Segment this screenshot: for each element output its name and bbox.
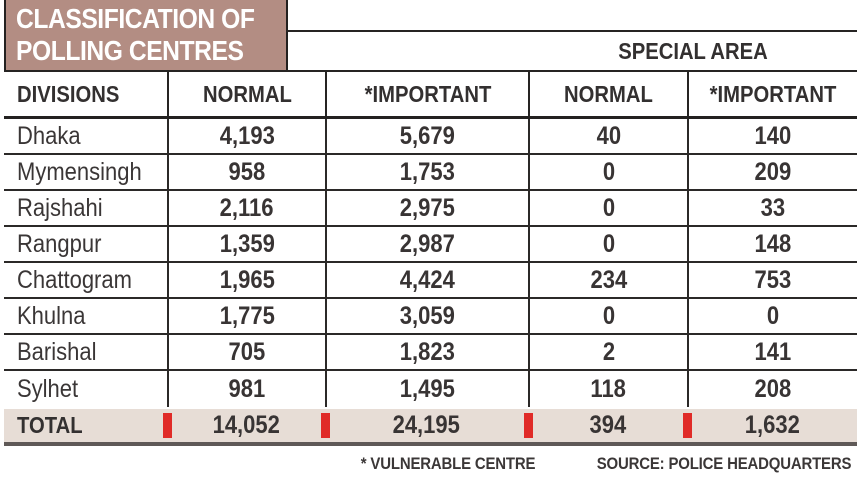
table-title: CLASSIFICATION OF POLLING CENTRES	[4, 0, 288, 72]
division-cell: Rangpur	[17, 229, 102, 258]
normal-cell: 705	[167, 335, 325, 369]
total-special-important-cell: 1,632	[744, 411, 800, 439]
table-row: Rajshahi 2,116 2,975 0 33	[4, 191, 857, 227]
total-normal-cell: 14,052	[212, 411, 280, 439]
division-cell: Dhaka	[17, 121, 81, 150]
special-area-bottom-line	[4, 70, 857, 72]
special-important-cell: 0	[687, 299, 857, 333]
table-row: Barishal 705 1,823 2 141	[4, 335, 857, 371]
header-important: *IMPORTANT	[325, 72, 528, 116]
special-normal-cell: 234	[528, 263, 687, 297]
special-important-cell: 33	[687, 191, 857, 225]
normal-cell: 981	[167, 371, 325, 407]
red-tick-divider	[163, 413, 172, 438]
header-normal: NORMAL	[167, 72, 325, 116]
division-cell: Barishal	[17, 337, 97, 366]
special-normal-cell: 40	[528, 119, 687, 153]
header-special-normal: NORMAL	[528, 72, 687, 116]
important-cell: 5,679	[325, 119, 528, 153]
title-line-1: CLASSIFICATION OF	[16, 3, 255, 34]
special-important-cell: 140	[687, 119, 857, 153]
table-row: Dhaka 4,193 5,679 40 140	[4, 119, 857, 155]
important-cell: 1,495	[325, 371, 528, 407]
division-cell: Mymensingh	[17, 157, 142, 186]
division-cell: Rajshahi	[17, 193, 103, 222]
header-special-important: *IMPORTANT	[687, 72, 857, 116]
normal-cell: 4,193	[167, 119, 325, 153]
column-header-row: DIVISIONS NORMAL *IMPORTANT NORMAL *IMPO…	[4, 72, 857, 119]
special-normal-cell: 118	[528, 371, 687, 407]
total-label-cell: TOTAL	[17, 412, 83, 438]
red-tick-divider	[321, 413, 330, 438]
special-area-header: SPECIAL AREA	[617, 37, 768, 64]
special-important-cell: 753	[687, 263, 857, 297]
normal-cell: 1,359	[167, 227, 325, 261]
table-row: Khulna 1,775 3,059 0 0	[4, 299, 857, 335]
normal-cell: 2,116	[167, 191, 325, 225]
table-body: Dhaka 4,193 5,679 40 140 Mymensingh 958 …	[4, 119, 857, 407]
normal-cell: 958	[167, 155, 325, 189]
important-cell: 1,823	[325, 335, 528, 369]
total-important-cell: 24,195	[392, 411, 461, 439]
red-tick-divider	[524, 413, 533, 438]
table-row: Sylhet 981 1,495 118 208	[4, 371, 857, 407]
special-normal-cell: 2	[528, 335, 687, 369]
division-cell: Sylhet	[17, 374, 79, 403]
important-cell: 3,059	[325, 299, 528, 333]
important-cell: 2,987	[325, 227, 528, 261]
normal-cell: 1,775	[167, 299, 325, 333]
normal-cell: 1,965	[167, 263, 325, 297]
table-row: Mymensingh 958 1,753 0 209	[4, 155, 857, 191]
table-row: Rangpur 1,359 2,987 0 148	[4, 227, 857, 263]
title-line-2: POLLING CENTRES	[16, 35, 244, 66]
source-credit: SOURCE: POLICE HEADQUARTERS	[596, 454, 851, 473]
footnote-vulnerable-centre: * VULNERABLE CENTRE	[361, 454, 536, 473]
special-important-cell: 208	[687, 371, 857, 407]
table-footer: * VULNERABLE CENTRE SOURCE: POLICE HEADQ…	[337, 454, 851, 474]
special-normal-cell: 0	[528, 155, 687, 189]
special-normal-cell: 0	[528, 299, 687, 333]
important-cell: 4,424	[325, 263, 528, 297]
special-important-cell: 209	[687, 155, 857, 189]
table-row: Chattogram 1,965 4,424 234 753	[4, 263, 857, 299]
important-cell: 1,753	[325, 155, 528, 189]
special-important-cell: 141	[687, 335, 857, 369]
total-special-normal-cell: 394	[589, 411, 626, 439]
important-cell: 2,975	[325, 191, 528, 225]
red-tick-divider	[683, 413, 692, 438]
special-normal-cell: 0	[528, 191, 687, 225]
header-divisions: DIVISIONS	[17, 80, 120, 107]
special-important-cell: 148	[687, 227, 857, 261]
special-area-top-line	[286, 30, 857, 32]
division-cell: Khulna	[17, 301, 86, 330]
special-normal-cell: 0	[528, 227, 687, 261]
division-cell: Chattogram	[17, 265, 132, 294]
total-row: TOTAL 14,052 24,195 394 1,632	[4, 409, 857, 446]
